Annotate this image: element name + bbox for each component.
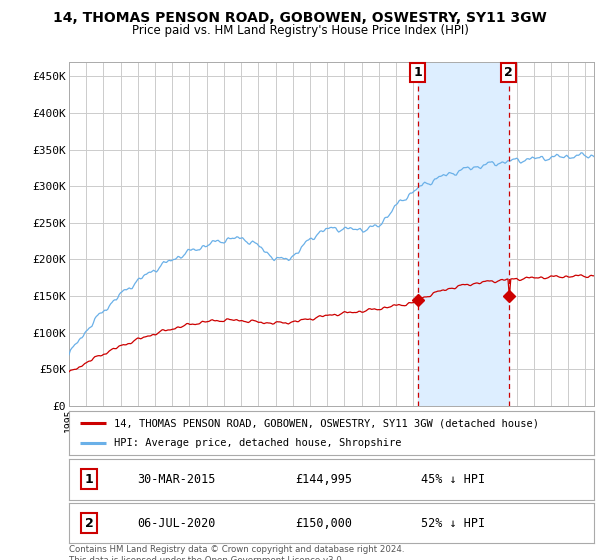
Text: Price paid vs. HM Land Registry's House Price Index (HPI): Price paid vs. HM Land Registry's House …	[131, 24, 469, 36]
Text: £144,995: £144,995	[295, 473, 352, 486]
Text: 14, THOMAS PENSON ROAD, GOBOWEN, OSWESTRY, SY11 3GW (detached house): 14, THOMAS PENSON ROAD, GOBOWEN, OSWESTR…	[113, 418, 539, 428]
Text: 06-JUL-2020: 06-JUL-2020	[137, 516, 215, 530]
Text: 1: 1	[85, 473, 94, 486]
Text: 45% ↓ HPI: 45% ↓ HPI	[421, 473, 485, 486]
Text: 2: 2	[505, 66, 513, 79]
Text: 2: 2	[85, 516, 94, 530]
Text: 1: 1	[413, 66, 422, 79]
Text: 14, THOMAS PENSON ROAD, GOBOWEN, OSWESTRY, SY11 3GW: 14, THOMAS PENSON ROAD, GOBOWEN, OSWESTR…	[53, 11, 547, 25]
Text: 52% ↓ HPI: 52% ↓ HPI	[421, 516, 485, 530]
Bar	[418, 62, 509, 406]
Text: 30-MAR-2015: 30-MAR-2015	[137, 473, 215, 486]
Text: Contains HM Land Registry data © Crown copyright and database right 2024.
This d: Contains HM Land Registry data © Crown c…	[69, 545, 404, 560]
Text: HPI: Average price, detached house, Shropshire: HPI: Average price, detached house, Shro…	[113, 438, 401, 449]
Text: £150,000: £150,000	[295, 516, 352, 530]
